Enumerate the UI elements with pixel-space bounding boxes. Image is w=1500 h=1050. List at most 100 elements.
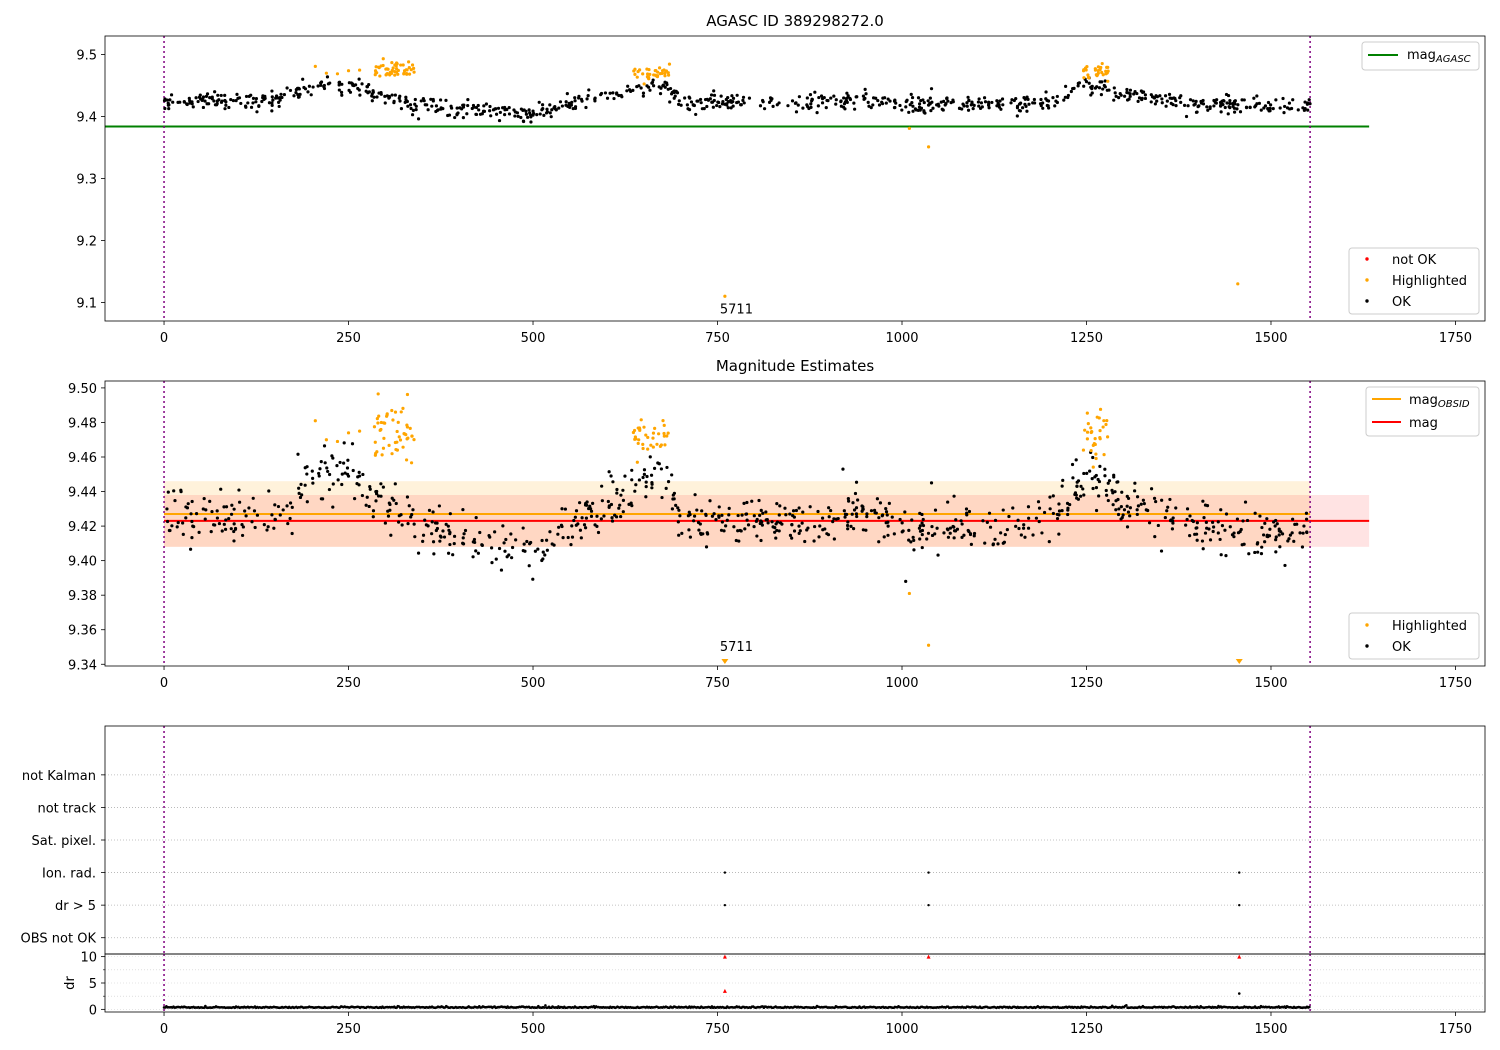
data-point bbox=[311, 85, 315, 89]
data-point bbox=[249, 93, 253, 97]
data-point bbox=[1036, 500, 1041, 504]
data-point bbox=[405, 392, 410, 397]
data-point bbox=[729, 106, 733, 110]
data-point bbox=[435, 108, 440, 113]
data-point bbox=[1133, 489, 1137, 493]
data-point bbox=[571, 106, 575, 111]
data-point bbox=[724, 97, 728, 102]
data-point bbox=[716, 100, 720, 104]
category-label: not track bbox=[37, 801, 96, 816]
data-point bbox=[704, 512, 708, 516]
data-point bbox=[335, 72, 340, 76]
data-point bbox=[548, 530, 552, 534]
data-point bbox=[357, 88, 361, 92]
data-point bbox=[212, 99, 216, 103]
data-point bbox=[746, 523, 751, 527]
data-point bbox=[406, 104, 410, 108]
dr-outlier-marker bbox=[926, 954, 931, 959]
data-point bbox=[1001, 508, 1005, 512]
data-point bbox=[190, 499, 194, 504]
data-point bbox=[1201, 98, 1205, 103]
y-tick-label: 9.40 bbox=[68, 555, 97, 570]
data-point bbox=[1274, 98, 1278, 102]
data-point bbox=[574, 509, 579, 513]
data-point bbox=[185, 506, 190, 510]
data-point bbox=[324, 438, 328, 442]
data-point bbox=[531, 109, 535, 113]
data-point bbox=[1255, 542, 1259, 546]
data-point bbox=[395, 429, 399, 434]
category-label: dr > 5 bbox=[55, 899, 96, 914]
data-point bbox=[849, 524, 853, 528]
data-point bbox=[717, 505, 721, 509]
data-point bbox=[589, 509, 594, 513]
data-point bbox=[254, 100, 258, 104]
data-point bbox=[386, 514, 391, 518]
data-point bbox=[661, 84, 665, 88]
data-point bbox=[510, 556, 514, 560]
data-point bbox=[1115, 480, 1119, 484]
data-point bbox=[727, 506, 731, 510]
data-point bbox=[471, 555, 475, 559]
data-point bbox=[1079, 484, 1083, 488]
data-point bbox=[379, 482, 383, 486]
data-point bbox=[166, 490, 170, 494]
data-point bbox=[1060, 509, 1064, 513]
data-point bbox=[1170, 527, 1175, 531]
data-point bbox=[1135, 512, 1139, 517]
data-point bbox=[254, 97, 259, 101]
data-point bbox=[860, 504, 864, 508]
data-point bbox=[522, 108, 526, 112]
legend-label: not OK bbox=[1392, 253, 1437, 268]
data-point bbox=[220, 99, 224, 103]
legend-marker bbox=[1365, 644, 1369, 648]
data-point bbox=[735, 93, 739, 97]
data-point bbox=[1015, 104, 1020, 108]
data-point bbox=[936, 553, 940, 557]
data-point bbox=[1057, 502, 1061, 506]
data-point bbox=[431, 99, 435, 103]
data-point bbox=[631, 88, 635, 92]
data-point bbox=[203, 99, 207, 103]
data-point bbox=[845, 91, 849, 95]
data-point bbox=[1274, 518, 1278, 523]
data-point bbox=[617, 93, 621, 98]
data-point bbox=[346, 474, 351, 478]
data-point bbox=[556, 532, 560, 536]
data-point bbox=[368, 487, 372, 491]
data-point bbox=[1292, 539, 1296, 543]
data-point bbox=[543, 553, 547, 557]
data-point bbox=[791, 509, 796, 513]
data-point bbox=[540, 108, 544, 112]
data-point bbox=[832, 94, 836, 98]
data-point bbox=[192, 524, 196, 529]
data-point bbox=[513, 114, 517, 118]
data-point bbox=[921, 98, 925, 102]
dr-point bbox=[1308, 1005, 1311, 1009]
flag-point bbox=[723, 871, 727, 874]
data-point bbox=[318, 467, 322, 471]
data-point bbox=[257, 104, 261, 108]
data-point bbox=[1295, 522, 1299, 526]
data-point bbox=[808, 93, 813, 97]
data-point bbox=[960, 107, 964, 111]
data-point bbox=[632, 428, 637, 433]
dr-outlier-marker bbox=[1237, 954, 1242, 959]
data-point bbox=[1082, 493, 1086, 497]
data-point bbox=[637, 438, 641, 442]
data-point bbox=[740, 513, 744, 517]
data-point bbox=[1075, 484, 1079, 488]
data-point bbox=[1252, 96, 1256, 100]
data-point bbox=[676, 520, 680, 524]
data-point bbox=[851, 527, 856, 531]
data-point bbox=[1126, 496, 1131, 501]
data-point bbox=[397, 514, 401, 518]
legend-marker bbox=[1365, 623, 1369, 627]
data-point bbox=[657, 85, 661, 89]
data-point bbox=[1212, 104, 1216, 108]
data-point bbox=[775, 103, 779, 107]
data-point bbox=[829, 96, 833, 100]
data-point bbox=[820, 101, 825, 105]
flag-point bbox=[723, 903, 727, 907]
